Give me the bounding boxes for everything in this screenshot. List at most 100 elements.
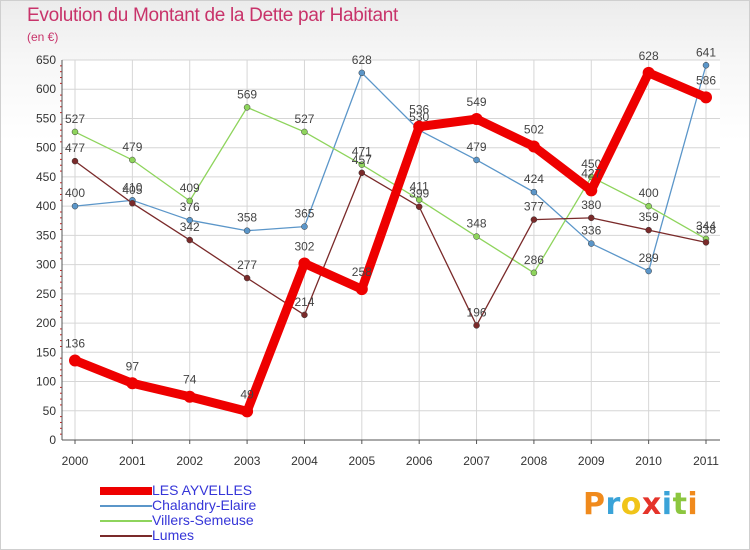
- data-point: [645, 202, 652, 210]
- x-tick-label: 2008: [521, 454, 548, 468]
- y-tick-label: 300: [36, 258, 56, 272]
- chart-legend: LES AYVELLES Chalandry-Elaire Villers-Seme…: [100, 483, 256, 543]
- y-tick-label: 0: [49, 433, 56, 447]
- data-label: 338: [696, 222, 716, 236]
- x-tick-label: 2005: [348, 454, 375, 468]
- x-tick-label: 2006: [406, 454, 433, 468]
- data-point: [186, 197, 193, 205]
- data-point: [530, 269, 538, 277]
- data-label: 399: [409, 187, 429, 201]
- data-label: 342: [180, 220, 200, 234]
- data-point: [588, 240, 595, 247]
- legend-label: LES AYVELLES: [152, 482, 253, 498]
- data-label: 479: [467, 140, 487, 154]
- data-label: 586: [696, 73, 716, 87]
- data-point: [413, 120, 426, 133]
- data-label: 569: [237, 87, 257, 101]
- legend-item: Lumes: [100, 528, 256, 543]
- chart-subtitle: (en €): [27, 30, 59, 44]
- data-point: [702, 62, 710, 69]
- data-point: [71, 157, 79, 165]
- data-point: [301, 311, 308, 319]
- logo-letter: i: [687, 487, 699, 522]
- data-label: 427: [581, 166, 601, 180]
- data-label: 74: [183, 373, 197, 387]
- data-point: [642, 66, 655, 79]
- x-tick-label: 2009: [578, 454, 605, 468]
- data-point: [183, 390, 196, 403]
- data-label: 536: [409, 103, 429, 117]
- x-tick-label: 2001: [119, 454, 146, 468]
- data-point: [129, 199, 136, 207]
- logo-letter: o: [620, 487, 642, 522]
- data-label: 365: [294, 207, 314, 221]
- x-tick-label: 2000: [62, 454, 89, 468]
- data-label: 400: [639, 186, 659, 200]
- y-tick-label: 200: [36, 316, 56, 330]
- data-point: [527, 140, 540, 153]
- data-point: [358, 69, 366, 77]
- data-point: [358, 161, 366, 168]
- logo-letter: r: [605, 487, 621, 522]
- data-point: [473, 156, 480, 164]
- legend-label: Villers-Semeuse: [152, 512, 254, 528]
- data-label: 405: [122, 183, 142, 197]
- x-tick-label: 2003: [234, 454, 261, 468]
- data-label: 377: [524, 200, 544, 214]
- data-label: 628: [352, 53, 372, 67]
- y-tick-label: 400: [36, 199, 56, 213]
- y-tick-label: 500: [36, 141, 56, 155]
- data-label: 336: [581, 224, 601, 238]
- data-label: 136: [65, 336, 85, 350]
- data-label: 457: [352, 153, 372, 167]
- data-point: [71, 202, 79, 210]
- logo-letter: x: [641, 487, 662, 522]
- data-label: 450: [581, 157, 601, 171]
- data-point: [298, 257, 311, 270]
- data-point: [588, 214, 595, 222]
- data-label: 527: [65, 112, 85, 126]
- data-point: [69, 354, 81, 367]
- x-tick-label: 2004: [291, 454, 318, 468]
- legend-swatch: [100, 486, 152, 495]
- proxiti-logo: Proxiti: [583, 487, 698, 522]
- data-label: 628: [639, 49, 659, 63]
- data-label: 286: [524, 253, 544, 267]
- data-point: [702, 239, 710, 246]
- data-point: [301, 128, 308, 136]
- x-tick-label: 2010: [635, 454, 662, 468]
- legend-item: LES AYVELLES: [100, 483, 256, 498]
- data-label: 471: [352, 145, 372, 159]
- data-label: 214: [294, 295, 314, 309]
- data-label: 277: [237, 258, 257, 272]
- plot-area: [62, 60, 720, 440]
- y-tick-label: 550: [36, 111, 56, 125]
- series-line-villers-semeuse: [74, 106, 707, 274]
- data-label: 549: [467, 95, 487, 109]
- data-label: 344: [696, 219, 716, 233]
- y-tick-label: 50: [43, 404, 57, 418]
- data-point: [129, 156, 136, 164]
- y-tick-label: 650: [36, 53, 56, 67]
- data-label: 477: [65, 141, 85, 155]
- data-point: [473, 233, 480, 240]
- data-label: 359: [639, 210, 659, 224]
- data-label: 527: [294, 112, 314, 126]
- series-line-les-ayvelles: [70, 68, 711, 416]
- legend-item: Chalandry-Elaire: [100, 498, 256, 513]
- data-label: 348: [467, 217, 487, 231]
- data-label: 502: [524, 123, 544, 137]
- data-label: 376: [180, 200, 200, 214]
- data-point: [473, 322, 480, 329]
- logo-letter: P: [583, 487, 606, 522]
- data-point: [301, 223, 308, 230]
- data-point: [186, 236, 193, 244]
- data-label: 380: [581, 198, 601, 212]
- data-point: [700, 91, 712, 104]
- data-label: 196: [467, 305, 487, 319]
- data-point: [415, 196, 423, 203]
- data-point: [470, 113, 483, 126]
- data-label: 400: [65, 186, 85, 200]
- data-point: [71, 128, 79, 136]
- x-tick-label: 2011: [693, 454, 719, 468]
